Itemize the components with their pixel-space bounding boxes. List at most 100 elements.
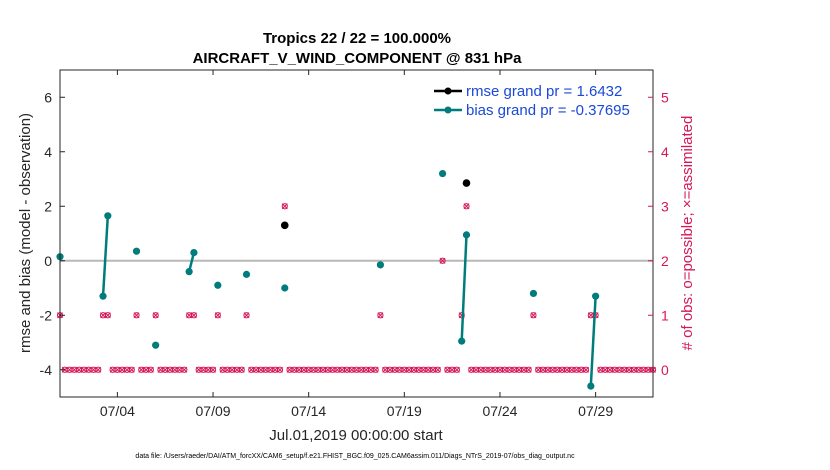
obs-assimilated-marker	[410, 366, 417, 373]
bias-point	[592, 292, 600, 300]
obs-assimilated-marker	[291, 366, 298, 373]
obs-assimilated-marker	[621, 366, 628, 373]
obs-assimilated-marker	[71, 366, 78, 373]
obs-possible-marker	[181, 366, 188, 373]
y-axis-label: rmse and bias (model - observation)	[17, 113, 34, 353]
bias-line-segment	[589, 296, 597, 387]
obs-assimilated-marker	[109, 366, 116, 373]
obs-assimilated-marker	[277, 366, 283, 373]
obs-assimilated-marker	[195, 366, 202, 373]
obs-assimilated-marker	[348, 366, 355, 373]
obs-assimilated-marker	[640, 366, 647, 373]
obs-possible-marker	[463, 203, 470, 210]
obs-assimilated-marker	[119, 366, 126, 373]
x-tick-label: 07/04	[100, 403, 135, 419]
bias-point	[376, 261, 385, 269]
bias-point	[438, 169, 447, 178]
obs-assimilated-marker	[248, 366, 255, 373]
chart-title: Tropics 22 / 22 = 100.000%	[263, 30, 451, 47]
obs-assimilated-marker	[549, 366, 556, 373]
obs-assimilated-marker	[296, 366, 303, 373]
rmse-point	[280, 221, 289, 230]
y-tick-label: 0	[44, 253, 52, 269]
x-tick-label: 07/19	[387, 403, 422, 419]
obs-assimilated-marker	[157, 366, 164, 373]
legend-rmse-marker	[444, 87, 452, 95]
obs-assimilated-marker	[449, 366, 456, 373]
y-right-tick-label: 5	[661, 89, 669, 105]
obs-assimilated-marker	[382, 366, 389, 373]
bias-point	[529, 289, 538, 298]
obs-assimilated-marker	[147, 366, 154, 373]
bias-point	[132, 247, 141, 255]
obs-assimilated-marker	[616, 366, 623, 373]
obs-possible-marker	[453, 366, 461, 373]
obs-assimilated-marker	[243, 312, 250, 319]
bias-line-segment	[460, 234, 468, 342]
obs-assimilated-marker	[334, 366, 341, 373]
obs-assimilated-marker	[171, 366, 178, 373]
obs-assimilated-marker	[477, 366, 484, 373]
legend-bias-label: bias grand pr = -0.37695	[466, 102, 630, 119]
x-tick-label: 07/29	[578, 403, 613, 419]
obs-assimilated-marker	[482, 366, 489, 373]
obs-assimilated-marker	[434, 366, 441, 373]
obs-assimilated-marker	[391, 366, 398, 373]
obs-possible-marker	[147, 366, 154, 373]
obs-possible-marker	[434, 366, 441, 373]
obs-assimilated-marker	[224, 366, 231, 373]
obs-assimilated-marker	[525, 366, 532, 373]
obs-assimilated-marker	[396, 366, 403, 373]
obs-assimilated-marker	[339, 366, 346, 373]
obs-assimilated-marker	[267, 366, 274, 373]
obs-assimilated-marker	[420, 366, 427, 373]
obs-assimilated-marker	[300, 366, 307, 373]
bias-point	[214, 281, 222, 289]
obs-assimilated-marker	[635, 366, 642, 373]
obs-possible-marker	[525, 366, 532, 373]
obs-assimilated-marker	[516, 366, 523, 373]
obs-possible-marker	[133, 312, 140, 319]
obs-assimilated-marker	[583, 366, 590, 373]
obs-assimilated-marker	[372, 366, 379, 373]
obs-assimilated-marker	[607, 366, 613, 373]
obs-possible-marker	[530, 312, 537, 319]
obs-assimilated-marker	[520, 366, 527, 373]
obs-assimilated-marker	[430, 366, 436, 373]
obs-assimilated-marker	[214, 312, 221, 319]
obs-assimilated-marker	[167, 366, 173, 373]
bias-point	[242, 270, 251, 278]
obs-assimilated-marker	[114, 366, 121, 373]
obs-assimilated-marker	[80, 366, 87, 373]
obs-assimilated-marker	[535, 366, 542, 373]
bias-point	[458, 337, 466, 345]
obs-possible-marker	[214, 312, 221, 319]
obs-assimilated-marker	[492, 366, 499, 373]
obs-assimilated-marker	[506, 366, 513, 373]
obs-assimilated-marker	[377, 312, 384, 319]
bias-point	[104, 212, 112, 220]
obs-assimilated-marker	[358, 366, 365, 373]
obs-possible-marker	[281, 203, 288, 210]
obs-assimilated-marker	[104, 312, 111, 319]
obs-assimilated-marker	[128, 366, 135, 373]
obs-assimilated-marker	[425, 366, 432, 373]
obs-assimilated-marker	[463, 203, 470, 210]
x-tick-label: 07/09	[196, 403, 231, 419]
obs-assimilated-marker	[176, 366, 183, 373]
y-tick-label: -4	[40, 362, 53, 378]
x-axis: 07/04 07/09 07/14 07/19 07/24 07/29	[100, 70, 613, 419]
obs-assimilated-marker	[497, 366, 503, 373]
obs-possible-marker	[276, 366, 284, 373]
obs-possible-marker	[152, 312, 159, 319]
obs-assimilated-marker	[329, 366, 336, 373]
y-right-tick-label: 3	[661, 198, 669, 214]
obs-assimilated-marker	[66, 366, 73, 373]
y-axis-left: -4 -2 0 2 4 6	[40, 89, 65, 378]
bias-point	[99, 292, 107, 300]
obs-assimilated-marker	[597, 366, 604, 373]
legend-rmse-label: rmse grand pr = 1.6432	[466, 83, 622, 100]
y-right-tick-label: 0	[661, 362, 669, 378]
x-tick-label: 07/14	[291, 403, 326, 419]
